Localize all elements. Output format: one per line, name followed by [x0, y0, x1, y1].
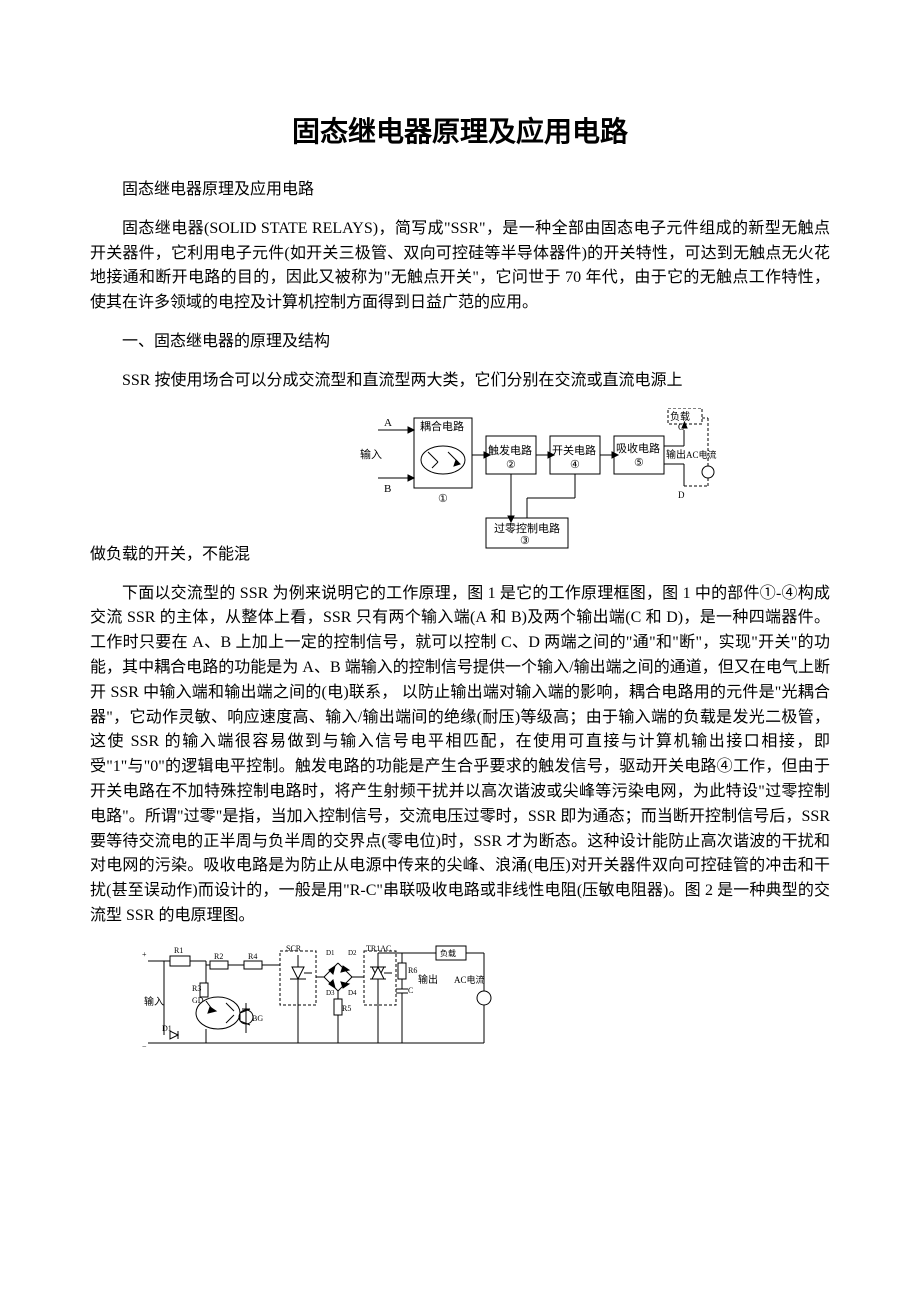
label-D1z: D1 — [162, 1024, 172, 1033]
body-paragraph: 下面以交流型的 SSR 为例来说明它的工作原理，图 1 是它的工作原理框图，图 … — [90, 582, 830, 929]
page-title: 固态继电器原理及应用电路 — [90, 110, 830, 150]
label-zero: 过零控制电路 — [494, 521, 560, 535]
label-coupling: 耦合电路 — [420, 419, 464, 433]
label-n1: ① — [438, 493, 448, 505]
label-output2: 输出 — [418, 973, 438, 986]
label-D: D — [678, 490, 685, 500]
label-Dbr4: D4 — [348, 989, 357, 997]
label-SCR: SCR — [286, 944, 302, 953]
label-n3: ③ — [520, 535, 530, 547]
label-n2: ② — [506, 459, 516, 471]
label-R3: R3 — [192, 984, 201, 993]
label-B: B — [384, 483, 391, 495]
label-output: 输出 — [666, 448, 686, 461]
label-A: A — [384, 417, 392, 429]
label-R5: R5 — [342, 1004, 351, 1013]
label-n5: ⑤ — [634, 457, 644, 469]
label-Dbr1: D1 — [326, 949, 335, 957]
label-R6: R6 — [408, 966, 417, 975]
label-plus: + — [142, 950, 147, 959]
label-R1: R1 — [174, 946, 183, 955]
label-switch: 开关电路 — [552, 443, 596, 457]
label-minus: − — [142, 1042, 147, 1051]
label-R2: R2 — [214, 952, 223, 961]
label-GD: GD — [192, 996, 204, 1005]
label-input2: 输入 — [144, 995, 164, 1008]
label-ac: AC电流 — [686, 449, 717, 460]
block-diagram-1: A B 输入 耦合电路 触发电路 开关电路 吸收电路 负载 输出 C D AC电… — [360, 408, 720, 568]
circuit-diagram-2: + − R1 R2 R3 R4 R5 R6 C D1 D1 GD BG SCR … — [140, 943, 500, 1068]
section-line-1: SSR 按使用场合可以分成交流型和直流型两大类，它们分别在交流或直流电源上 — [90, 369, 830, 394]
diagram1-row: 做负载的开关，不能混 — [90, 408, 830, 568]
label-C: C — [678, 422, 684, 432]
label-R4: R4 — [248, 952, 257, 961]
label-BG: BG — [252, 1014, 263, 1023]
label-Ccap: C — [408, 986, 413, 995]
section-heading: 一、固态继电器的原理及结构 — [90, 330, 830, 355]
label-n4: ④ — [570, 459, 580, 471]
label-TRIAC: TR1AC — [366, 944, 391, 953]
label-load2: 负载 — [440, 948, 456, 958]
label-Dbr3: D3 — [326, 989, 335, 997]
label-Dbr2: D2 — [348, 949, 357, 957]
label-input: 输入 — [360, 447, 382, 461]
label-absorb: 吸收电路 — [616, 441, 660, 455]
subtitle-line: 固态继电器原理及应用电路 — [90, 178, 830, 203]
diagram2-wrap: + − R1 R2 R3 R4 R5 R6 C D1 D1 GD BG SCR … — [90, 943, 830, 1068]
label-trigger: 触发电路 — [488, 443, 532, 457]
label-ac2: AC电流 — [454, 974, 485, 985]
intro-paragraph: 固态继电器(SOLID STATE RELAYS)，简写成"SSR"，是一种全部… — [90, 217, 830, 316]
document-page: 固态继电器原理及应用电路 固态继电器原理及应用电路 固态继电器(SOLID ST… — [0, 0, 920, 1302]
section-tail-text: 做负载的开关，不能混 — [90, 543, 250, 568]
